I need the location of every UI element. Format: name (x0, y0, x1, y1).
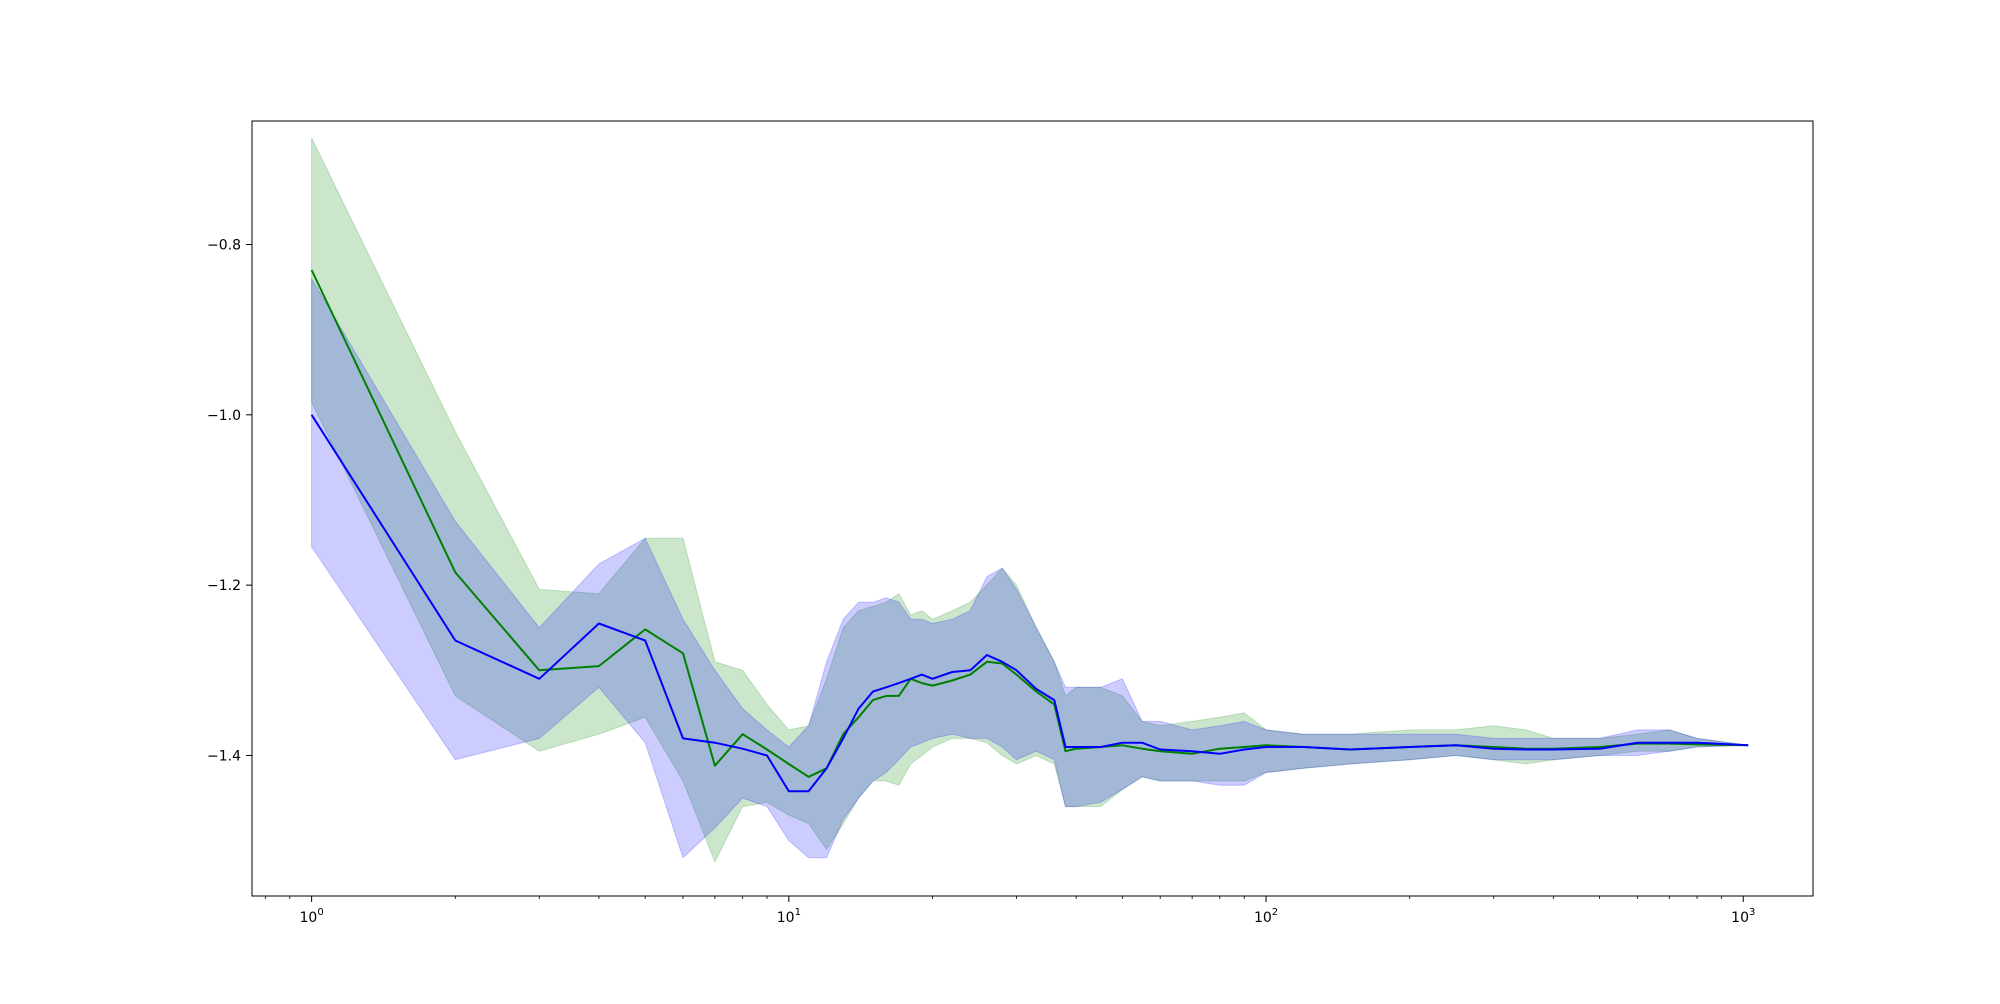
series-2-line (310, 414, 1749, 793)
plot-frame (251, 120, 1814, 897)
series-1-band (311, 137, 1749, 864)
y-tick-label: −0.8 (207, 237, 241, 253)
x-tick-label: 103 (1731, 907, 1755, 926)
y-tick-label: −1.4 (207, 748, 241, 764)
series-2-band (311, 276, 1749, 859)
x-tick-label: 100 (300, 907, 324, 926)
x-tick-label: 102 (1254, 907, 1278, 926)
series-lines (310, 269, 1749, 793)
x-tick-label: 101 (777, 907, 801, 926)
y-tick-label: −1.2 (207, 578, 241, 594)
y-tick-label: −1.0 (207, 408, 241, 424)
confidence-bands (311, 137, 1749, 864)
